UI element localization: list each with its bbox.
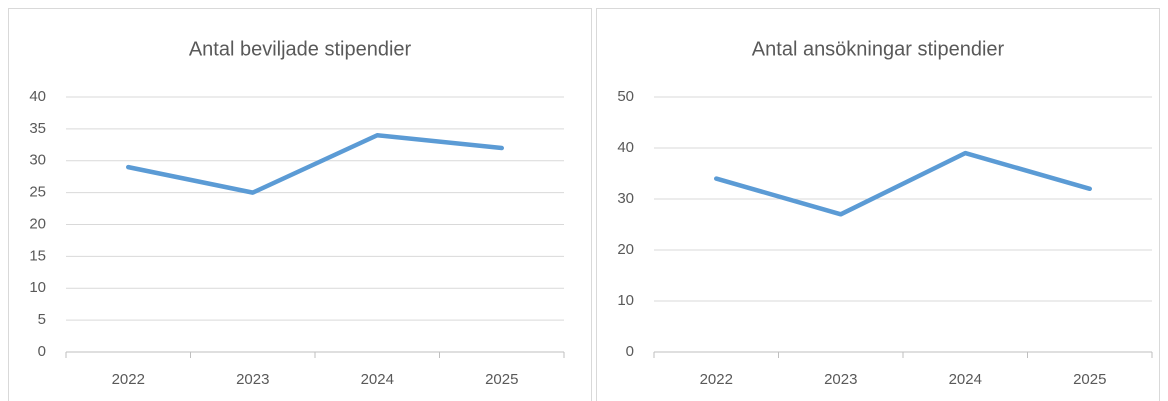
x-tick-label: 2022: [112, 371, 145, 388]
y-tick-label: 40: [617, 139, 634, 156]
x-tick-label: 2024: [361, 371, 394, 388]
x-tick-label: 2022: [700, 371, 733, 388]
y-tick-label: 0: [626, 343, 634, 360]
y-tick-label: 20: [29, 215, 46, 232]
y-tick-label: 15: [29, 247, 46, 264]
y-tick-label: 5: [38, 311, 46, 328]
chart-frame: [8, 8, 592, 401]
y-tick-label: 35: [29, 120, 46, 137]
data-line: [126, 133, 504, 195]
x-tick-label: 2025: [485, 371, 518, 388]
chart-title: Antal ansökningar stipendier: [752, 38, 1005, 60]
y-tick-label: 20: [617, 241, 634, 258]
chart-frame: [596, 8, 1160, 401]
x-tick-label: 2023: [236, 371, 269, 388]
y-tick-label: 30: [617, 190, 634, 207]
y-tick-label: 10: [617, 292, 634, 309]
x-tick-label: 2024: [949, 371, 982, 388]
y-tick-label: 10: [29, 279, 46, 296]
y-tick-label: 25: [29, 184, 46, 201]
data-line: [714, 150, 1092, 217]
x-tick-label: 2025: [1073, 371, 1106, 388]
y-tick-label: 0: [38, 343, 46, 360]
y-tick-label: 40: [29, 88, 46, 105]
x-tick-label: 2023: [824, 371, 857, 388]
y-tick-label: 30: [29, 152, 46, 169]
chart-title: Antal beviljade stipendier: [189, 38, 412, 60]
y-tick-label: 50: [617, 88, 634, 105]
